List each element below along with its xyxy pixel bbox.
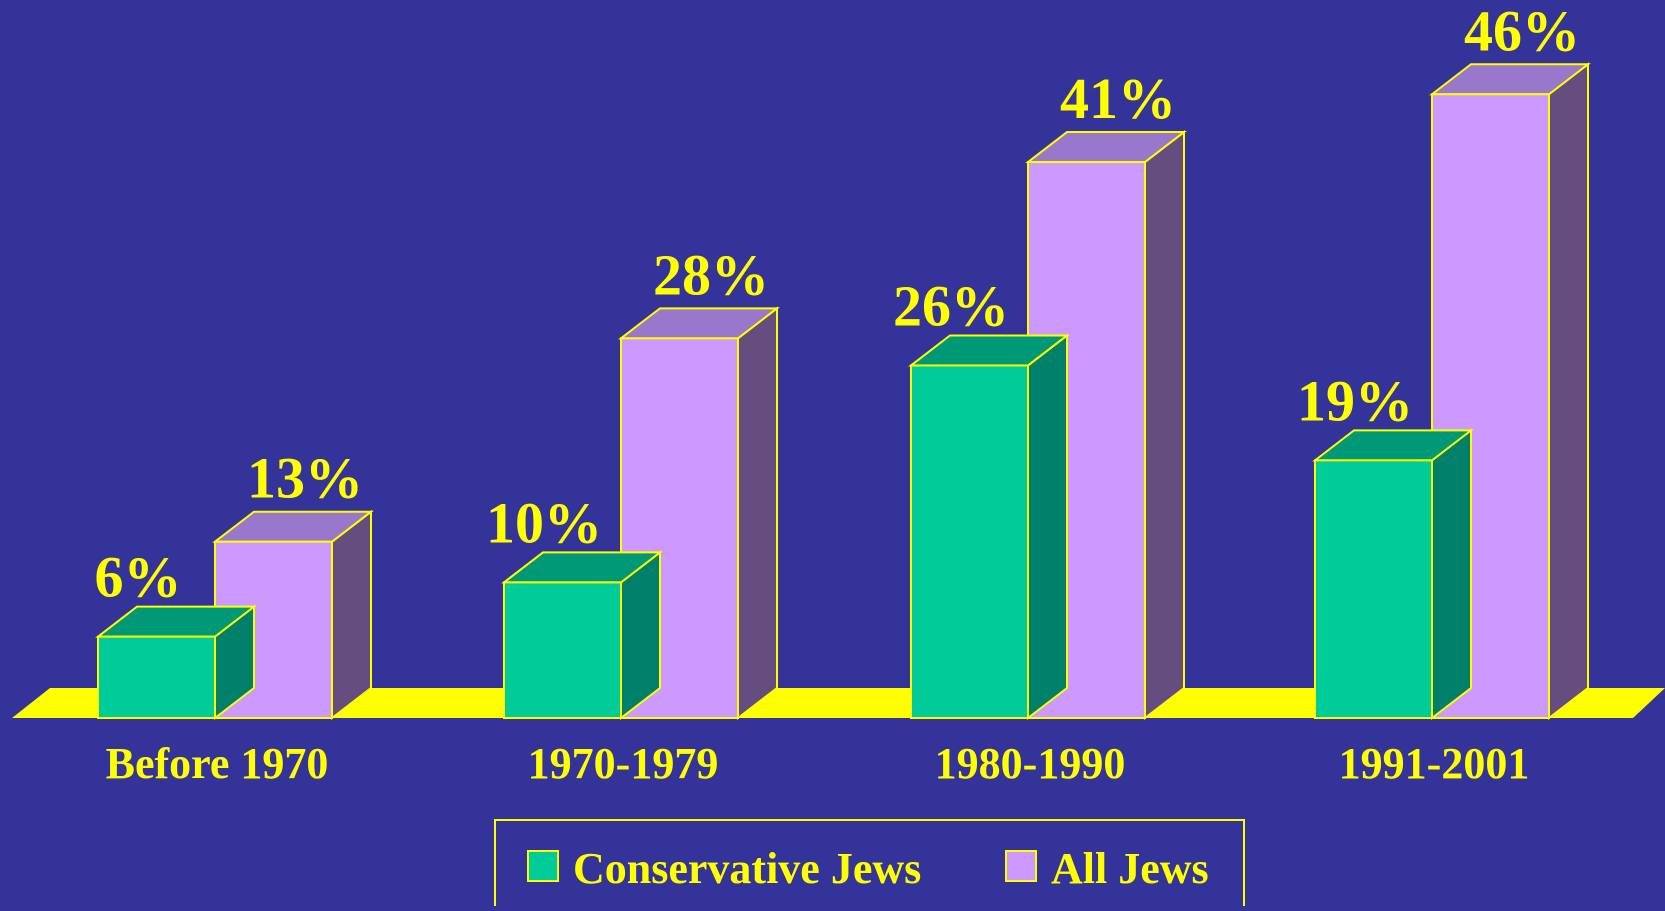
bar-all-0 — [212, 509, 374, 721]
bar-all-3 — [1429, 62, 1591, 721]
floor-plane — [12, 688, 1665, 718]
bar-conservative-3 — [1312, 428, 1474, 721]
bar-side-face — [737, 306, 778, 721]
data-label-conservative: 6% — [95, 545, 182, 610]
bar-conservative-1 — [501, 550, 663, 721]
legend: Conservative Jews All Jews — [494, 819, 1245, 911]
bar-conservative-0 — [95, 604, 257, 721]
data-label-conservative: 19% — [1297, 368, 1413, 433]
x-tick-label: 1991-2001 — [1339, 739, 1530, 788]
legend-label-conservative: Conservative Jews — [573, 844, 921, 893]
bar-front-face — [97, 635, 216, 720]
bar-front-face — [1314, 459, 1433, 719]
chart-floor — [12, 688, 1665, 718]
data-labels-group: 6% 13% 10% 28% 26% 41% 19% 46% — [95, 0, 1581, 610]
x-tick-label: 1970-1979 — [528, 739, 719, 788]
data-label-all: 13% — [247, 446, 363, 511]
x-tick-labels-group: Before 1970 1970-1979 1980-1990 1991-2001 — [106, 739, 1530, 788]
bar-side-face — [1431, 428, 1472, 721]
bars-group — [95, 62, 1591, 721]
x-tick-label: Before 1970 — [106, 739, 329, 788]
bar-side-face — [331, 509, 372, 721]
data-label-conservative: 10% — [486, 490, 602, 555]
data-label-conservative: 26% — [893, 273, 1009, 338]
data-label-all: 46% — [1464, 0, 1580, 63]
legend-swatch-conservative — [527, 850, 559, 882]
bar-side-face — [1144, 130, 1185, 721]
legend-swatch-all — [1005, 850, 1037, 882]
x-tick-label: 1980-1990 — [935, 739, 1126, 788]
bar-front-face — [910, 364, 1029, 719]
data-label-all: 28% — [653, 242, 769, 307]
bar-side-face — [1027, 333, 1068, 721]
bar-side-face — [1548, 62, 1589, 721]
legend-label-all: All Jews — [1051, 844, 1209, 893]
bar-conservative-2 — [908, 333, 1070, 721]
data-label-all: 41% — [1060, 66, 1176, 131]
bar-front-face — [503, 581, 622, 720]
